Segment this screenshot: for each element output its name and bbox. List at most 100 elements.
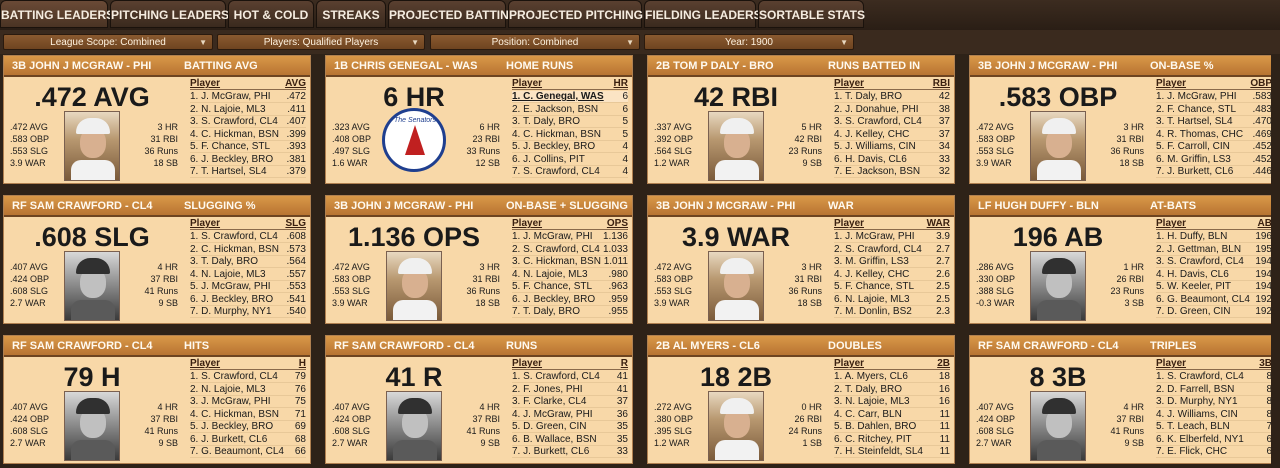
- leaderboard-row[interactable]: 6. N. Lajoie, ML3 2.5: [834, 294, 950, 306]
- leader-name[interactable]: 4. C. Hickman, BSN: [190, 128, 279, 140]
- leader-name[interactable]: 4. N. Lajoie, ML3: [512, 268, 588, 280]
- player-name[interactable]: RF SAM CRAWFORD - CL4: [12, 340, 153, 352]
- leader-name[interactable]: 5. J. Williams, CIN: [834, 141, 916, 152]
- leaderboard-row[interactable]: 7. D. Green, CIN 192: [1156, 306, 1272, 318]
- leaderboard-row[interactable]: 6. H. Davis, CL6 33: [834, 154, 950, 166]
- leaderboard-row[interactable]: 3. F. Clarke, CL4 37: [512, 396, 628, 408]
- leader-name[interactable]: 5. J. Beckley, BRO: [190, 421, 274, 432]
- leaderboard-row[interactable]: 1. T. Daly, BRO 42: [834, 91, 950, 103]
- tab-projected-pitching[interactable]: PROJECTED PITCHING: [508, 0, 643, 28]
- player-photo-icon[interactable]: [708, 391, 764, 461]
- leader-name[interactable]: 6. C. Ritchey, PIT: [834, 433, 912, 445]
- leader-name[interactable]: 2. J. Donahue, PHI: [834, 103, 919, 115]
- leader-name[interactable]: 7. T. Daly, BRO: [512, 306, 580, 317]
- player-name[interactable]: 3B JOHN J MCGRAW - PHI: [12, 60, 152, 72]
- player-photo-icon[interactable]: [64, 391, 120, 461]
- leaderboard-row[interactable]: 5. F. Carroll, CIN .452: [1156, 141, 1272, 153]
- leader-name[interactable]: 7. T. Hartsel, SL4: [190, 166, 267, 177]
- leaderboard-row[interactable]: 3. D. Murphy, NY1 8: [1156, 396, 1272, 408]
- leader-name[interactable]: 3. C. Hickman, BSN: [512, 256, 601, 267]
- leader-name[interactable]: 4. J. Kelley, CHC: [834, 268, 910, 280]
- leaderboard-row[interactable]: 4. J. Kelley, CHC 2.6: [834, 269, 950, 281]
- leader-name[interactable]: 6. J. Collins, PIT: [512, 153, 585, 165]
- player-photo-icon[interactable]: [1030, 251, 1086, 321]
- player-name[interactable]: RF SAM CRAWFORD - CL4: [334, 340, 475, 352]
- player-photo-icon[interactable]: [64, 251, 120, 321]
- leader-name[interactable]: 1. J. McGraw, PHI: [512, 231, 593, 242]
- leader-card[interactable]: RF SAM CRAWFORD - CL4 SLUGGING % .608 SLG.…: [3, 195, 311, 324]
- player-name[interactable]: 3B JOHN J MCGRAW - PHI: [978, 60, 1118, 72]
- leaderboard-row[interactable]: 3. T. Daly, BRO 5: [512, 116, 628, 128]
- leader-name[interactable]: 6. J. Beckley, BRO: [512, 293, 596, 305]
- leader-name[interactable]: 6. J. Burkett, CL6: [190, 433, 268, 445]
- leaderboard-row[interactable]: 3. S. Crawford, CL4 194: [1156, 256, 1272, 268]
- leader-card[interactable]: 3B JOHN J MCGRAW - PHI ON-BASE % .583 OBP.…: [969, 55, 1277, 184]
- leader-name[interactable]: 7. D. Murphy, NY1: [190, 306, 272, 317]
- leaderboard-row[interactable]: 7. T. Daly, BRO .955: [512, 306, 628, 318]
- leader-name[interactable]: 3. M. Griffin, LS3: [834, 256, 909, 267]
- leaderboard-row[interactable]: 7. E. Jackson, BSN 32: [834, 166, 950, 178]
- player-name[interactable]: 2B TOM P DALY - BRO: [656, 60, 774, 72]
- player-name[interactable]: LF HUGH DUFFY - BLN: [978, 200, 1099, 212]
- leaderboard-row[interactable]: 7. J. Burkett, CL6 33: [512, 446, 628, 458]
- player-photo-icon[interactable]: [708, 251, 764, 321]
- tab-hot-cold[interactable]: HOT & COLD: [228, 0, 314, 28]
- leaderboard-row[interactable]: 3. S. Crawford, CL4 .407: [190, 116, 306, 128]
- leaderboard-row[interactable]: 4. C. Carr, BLN 11: [834, 409, 950, 421]
- leader-card[interactable]: RF SAM CRAWFORD - CL4 TRIPLES 8 3B .407 AVG…: [969, 335, 1277, 464]
- leaderboard-row[interactable]: 1. H. Duffy, BLN 196: [1156, 231, 1272, 243]
- leader-card[interactable]: 3B JOHN J MCGRAW - PHI BATTING AVG .472 AV…: [3, 55, 311, 184]
- leader-name[interactable]: 2. S. Crawford, CL4: [834, 243, 922, 255]
- leader-name[interactable]: 5. W. Keeler, PIT: [1156, 281, 1232, 292]
- leaderboard-row[interactable]: 5. T. Leach, BLN 7: [1156, 421, 1272, 433]
- leaderboard-row[interactable]: 3. J. McGraw, PHI 75: [190, 396, 306, 408]
- leaderboard-row[interactable]: 1. S. Crawford, CL4 41: [512, 371, 628, 383]
- leader-name[interactable]: 2. F. Jones, PHI: [512, 383, 583, 395]
- leader-name[interactable]: 1. J. McGraw, PHI: [190, 91, 271, 102]
- leaderboard-row[interactable]: 5. F. Chance, STL 2.5: [834, 281, 950, 293]
- leaderboard-row[interactable]: 3. S. Crawford, CL4 37: [834, 116, 950, 128]
- player-name[interactable]: 1B CHRIS GENEGAL - WAS: [334, 60, 478, 72]
- leader-name[interactable]: 6. J. Beckley, BRO: [190, 293, 274, 305]
- leader-name[interactable]: 1. S. Crawford, CL4: [190, 231, 278, 242]
- leaderboard-row[interactable]: 4. R. Thomas, CHC .469: [1156, 129, 1272, 141]
- leaderboard-row[interactable]: 5. B. Dahlen, BRO 11: [834, 421, 950, 433]
- players-select[interactable]: Players: Qualified Players ▼: [217, 34, 425, 50]
- leader-name[interactable]: 5. F. Carroll, CIN: [1156, 141, 1230, 152]
- leaderboard-row[interactable]: 4. J. Williams, CIN 8: [1156, 409, 1272, 421]
- leader-name[interactable]: 7. S. Crawford, CL4: [512, 166, 600, 177]
- player-name[interactable]: 3B JOHN J MCGRAW - PHI: [656, 200, 796, 212]
- leader-name[interactable]: 7. H. Steinfeldt, SL4: [834, 446, 923, 457]
- leaderboard-row[interactable]: 6. J. Burkett, CL6 68: [190, 434, 306, 446]
- leaderboard-row[interactable]: 5. F. Chance, STL .393: [190, 141, 306, 153]
- leaderboard-row[interactable]: 2. T. Daly, BRO 16: [834, 384, 950, 396]
- leaderboard-row[interactable]: 3. T. Hartsel, SL4 .470: [1156, 116, 1272, 128]
- position-select[interactable]: Position: Combined ▼: [430, 34, 640, 50]
- leaderboard-row[interactable]: 7. T. Hartsel, SL4 .379: [190, 166, 306, 178]
- leaderboard-row[interactable]: 1. S. Crawford, CL4 .608: [190, 231, 306, 243]
- leaderboard-row[interactable]: 4. C. Hickman, BSN .399: [190, 129, 306, 141]
- leaderboard-row[interactable]: 1. J. McGraw, PHI .472: [190, 91, 306, 103]
- leaderboard-row[interactable]: 4. C. Hickman, BSN 71: [190, 409, 306, 421]
- year-select[interactable]: Year: 1900 ▼: [644, 34, 854, 50]
- leader-name[interactable]: 1. H. Duffy, BLN: [1156, 231, 1228, 242]
- leader-name[interactable]: 5. B. Dahlen, BRO: [834, 421, 917, 432]
- leader-name[interactable]: 7. G. Beaumont, CL4: [190, 446, 284, 457]
- leaderboard-row[interactable]: 6. J. Beckley, BRO .541: [190, 294, 306, 306]
- leader-name[interactable]: 5. F. Chance, STL: [512, 281, 593, 292]
- leader-name[interactable]: 2. N. Lajoie, ML3: [190, 383, 266, 395]
- leaderboard-row[interactable]: 2. N. Lajoie, ML3 76: [190, 384, 306, 396]
- leaderboard-row[interactable]: 5. D. Green, CIN 35: [512, 421, 628, 433]
- leaderboard-row[interactable]: 6. C. Ritchey, PIT 11: [834, 434, 950, 446]
- leaderboard-row[interactable]: 6. J. Collins, PIT 4: [512, 154, 628, 166]
- leaderboard-row[interactable]: 2. D. Farrell, BSN 8: [1156, 384, 1272, 396]
- player-name[interactable]: 3B JOHN J MCGRAW - PHI: [334, 200, 474, 212]
- leader-name[interactable]: 2. D. Farrell, BSN: [1156, 383, 1235, 395]
- leader-name[interactable]: 7. D. Green, CIN: [1156, 306, 1231, 317]
- leaderboard-row[interactable]: 2. S. Crawford, CL4 1.033: [512, 244, 628, 256]
- tab-batting-leaders[interactable]: BATTING LEADERS: [0, 0, 114, 28]
- leader-name[interactable]: 2. E. Jackson, BSN: [512, 103, 599, 115]
- leader-card[interactable]: 2B AL MYERS - CL6 DOUBLES 18 2B .272 AVG .38…: [647, 335, 955, 464]
- leader-name[interactable]: 4. C. Hickman, BSN: [190, 408, 279, 420]
- tab-fielding-leaders[interactable]: FIELDING LEADERS: [644, 0, 762, 28]
